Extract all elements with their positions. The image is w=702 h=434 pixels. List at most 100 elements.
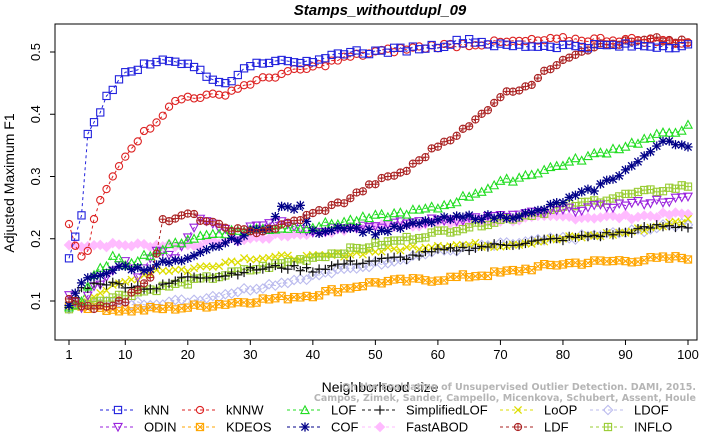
data-point <box>327 261 337 271</box>
legend-label: KDEOS <box>226 420 272 434</box>
data-point <box>583 184 593 194</box>
data-point <box>577 230 587 240</box>
data-point <box>633 40 643 49</box>
data-point <box>602 40 611 50</box>
data-point <box>370 230 380 240</box>
data-point <box>402 166 411 176</box>
data-point <box>408 250 418 260</box>
data-point <box>621 39 630 48</box>
data-point <box>114 296 124 305</box>
data-point <box>189 272 199 282</box>
series-kNN <box>64 34 693 263</box>
data-point <box>183 267 192 276</box>
data-point <box>277 220 286 229</box>
data-point <box>239 81 249 90</box>
data-point <box>294 273 306 285</box>
data-point <box>371 46 380 55</box>
legend-label: LoOP <box>544 403 577 418</box>
data-point <box>408 42 418 51</box>
data-point <box>539 164 550 174</box>
data-point <box>683 40 693 49</box>
data-point <box>645 199 656 209</box>
data-point <box>296 65 305 74</box>
data-point <box>289 221 300 231</box>
x-tick-label: 50 <box>368 347 382 362</box>
data-point <box>102 184 111 194</box>
data-point <box>483 40 493 49</box>
data-point <box>458 212 468 222</box>
data-point <box>602 175 612 185</box>
data-point <box>620 201 631 211</box>
data-point <box>595 231 606 242</box>
data-point <box>89 118 99 127</box>
data-point <box>514 240 524 250</box>
data-point <box>682 119 694 129</box>
data-point <box>570 152 581 163</box>
data-point <box>251 265 262 275</box>
data-point <box>471 238 480 247</box>
legend-item: SimplifiedLOF <box>362 403 488 418</box>
data-point <box>621 34 630 44</box>
data-point <box>426 214 437 224</box>
data-point <box>558 40 568 50</box>
data-point <box>495 240 506 250</box>
data-point <box>171 57 180 66</box>
data-point <box>596 40 605 49</box>
data-point <box>339 199 349 208</box>
data-point <box>214 219 224 229</box>
data-point <box>683 214 693 223</box>
legend-label: SimplifiedLOF <box>406 403 488 418</box>
data-point <box>464 245 474 256</box>
data-point <box>370 256 380 266</box>
data-point <box>195 230 206 240</box>
data-point <box>126 264 137 275</box>
data-point <box>614 143 625 154</box>
data-point <box>665 44 674 53</box>
data-point <box>390 244 399 253</box>
y-axis-label: Adjusted Maximum F1 <box>1 113 17 252</box>
data-point <box>76 278 87 288</box>
data-point <box>132 296 144 308</box>
data-point <box>288 274 300 286</box>
data-point <box>302 56 311 66</box>
data-point <box>96 108 105 117</box>
legend: kNN kNNW LOF SimplifiedLOF LoOP LDOF ODIN KDEOS… <box>100 403 672 434</box>
data-point <box>89 271 99 281</box>
data-point <box>77 211 86 220</box>
data-point <box>420 203 431 213</box>
data-point <box>320 216 331 227</box>
data-point <box>208 89 217 98</box>
data-point <box>533 42 543 51</box>
data-point <box>546 65 555 74</box>
data-point <box>470 188 481 198</box>
data-point <box>221 223 230 232</box>
data-point <box>183 92 192 101</box>
data-point <box>682 192 694 203</box>
data-point <box>364 243 374 252</box>
data-point <box>146 273 155 282</box>
data-point <box>120 261 130 271</box>
data-point <box>627 161 637 171</box>
data-point <box>352 223 362 233</box>
data-point <box>552 233 562 244</box>
data-point <box>164 102 174 111</box>
data-point <box>576 155 587 165</box>
y-tick-label: 0.3 <box>28 167 43 185</box>
data-point <box>182 233 193 243</box>
data-point <box>377 247 386 256</box>
data-point <box>402 47 411 56</box>
data-point <box>139 266 149 276</box>
data-point <box>271 73 280 82</box>
data-point <box>558 235 568 246</box>
data-point <box>352 259 362 269</box>
data-point <box>426 201 437 211</box>
data-point <box>627 228 637 238</box>
data-point <box>82 281 93 291</box>
data-point <box>189 62 199 72</box>
data-point <box>245 263 255 273</box>
data-point <box>139 249 150 259</box>
series-LDF <box>64 33 693 314</box>
series-SimplifiedLOF <box>64 220 693 312</box>
data-point <box>296 58 305 68</box>
data-point <box>264 219 275 229</box>
